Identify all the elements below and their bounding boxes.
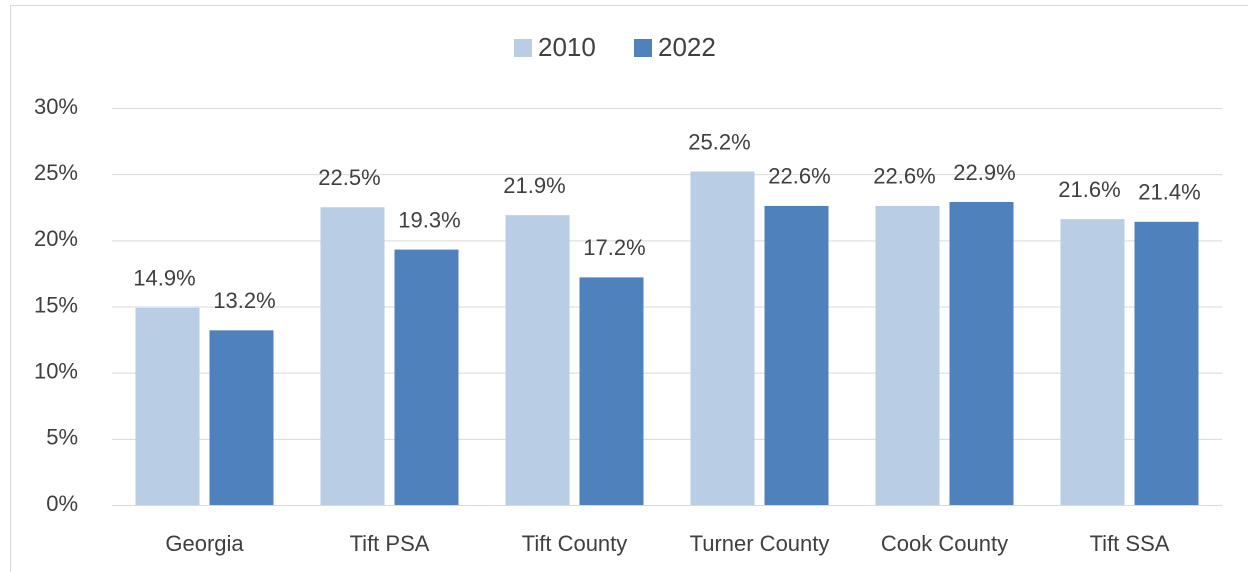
bar <box>949 201 1014 505</box>
bar <box>1060 219 1125 505</box>
bar <box>1134 221 1199 505</box>
legend-swatch <box>514 39 532 57</box>
x-tick-label: Cook County <box>881 531 1008 556</box>
legend-label: 2022 <box>658 32 716 62</box>
bar <box>764 205 829 505</box>
bar <box>579 277 644 505</box>
x-tick-label: Turner County <box>690 531 830 556</box>
data-label: 22.6% <box>768 164 830 189</box>
bar <box>875 205 940 505</box>
data-label: 25.2% <box>688 129 750 154</box>
chart-border <box>10 5 1248 572</box>
x-tick-label: Tift PSA <box>350 531 430 556</box>
data-label: 21.6% <box>1058 177 1120 202</box>
data-label: 17.2% <box>583 235 645 260</box>
y-tick-label: 30% <box>34 94 78 119</box>
data-label: 21.9% <box>503 173 565 198</box>
legend-label: 2010 <box>538 32 596 62</box>
bar <box>690 171 755 505</box>
bar <box>320 207 385 505</box>
y-tick-label: 15% <box>34 292 78 317</box>
y-tick-label: 25% <box>34 160 78 185</box>
bar <box>505 215 570 505</box>
bar <box>394 249 459 505</box>
data-label: 13.2% <box>213 288 275 313</box>
data-label: 22.6% <box>873 164 935 189</box>
y-tick-label: 20% <box>34 226 78 251</box>
y-tick-label: 5% <box>46 425 78 450</box>
data-label: 21.4% <box>1138 180 1200 205</box>
x-tick-label: Tift County <box>522 531 628 556</box>
x-tick-label: Tift SSA <box>1090 531 1170 556</box>
bar <box>209 330 274 505</box>
x-tick-label: Georgia <box>165 531 244 556</box>
y-tick-label: 0% <box>46 491 78 516</box>
y-tick-label: 10% <box>34 358 78 383</box>
data-label: 22.9% <box>953 160 1015 185</box>
data-label: 19.3% <box>398 207 460 232</box>
legend-swatch <box>634 39 652 57</box>
data-label: 22.5% <box>318 165 380 190</box>
bar <box>135 307 200 505</box>
data-label: 14.9% <box>133 266 195 291</box>
